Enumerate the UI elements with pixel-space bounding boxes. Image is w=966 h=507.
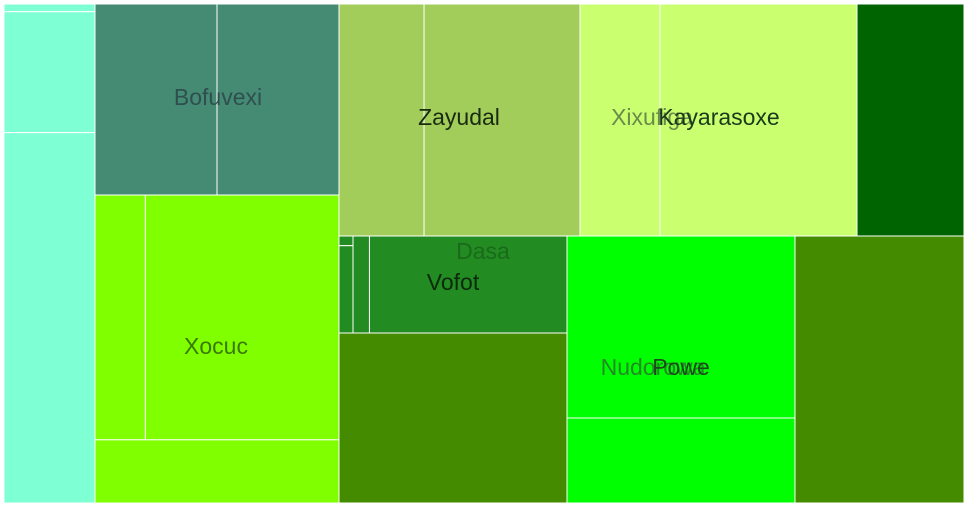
tile-2-2 — [94, 439, 340, 504]
label-vofot: Vofot — [427, 269, 480, 295]
tile-3-1 — [423, 3, 581, 237]
label-xixufiga: Xixufiga — [611, 104, 693, 130]
tile-3-0 — [338, 3, 425, 237]
tile-0-2 — [3, 132, 96, 504]
tile-0-1 — [3, 11, 96, 134]
tile-1-1 — [216, 3, 340, 196]
tile-9-0 — [856, 3, 965, 237]
tile-10-0 — [566, 235, 796, 419]
tile-0-0 — [3, 3, 96, 13]
tile-5-1 — [368, 235, 568, 334]
label-bofuvexi: Bofuvexi — [174, 84, 262, 110]
tiles-layer — [3, 3, 965, 504]
label-dasa: Dasa — [456, 238, 510, 264]
tile-8-0 — [659, 3, 858, 237]
label-zayudal: Zayudal — [418, 104, 500, 130]
tile-12-0 — [794, 235, 965, 504]
label-powe: Powe — [652, 354, 710, 380]
tile-4-1 — [338, 245, 354, 334]
tile-4-0 — [338, 235, 354, 247]
label-kayarasoxe: Kayarasoxe — [658, 104, 779, 130]
tile-7-0 — [579, 3, 661, 237]
tile-5-0 — [352, 235, 370, 334]
tile-2-0 — [94, 194, 146, 441]
labels-layer: Bofuvexi Xocuc Zayudal Dasa Vofot XixufigaKay… — [174, 84, 780, 380]
tile-11-0 — [566, 417, 796, 504]
tile-2-1 — [144, 194, 340, 441]
tile-6-0 — [338, 332, 568, 504]
label-xocuc: Xocuc — [184, 333, 248, 359]
label-nudorowa: Nudorowa — [601, 354, 706, 380]
